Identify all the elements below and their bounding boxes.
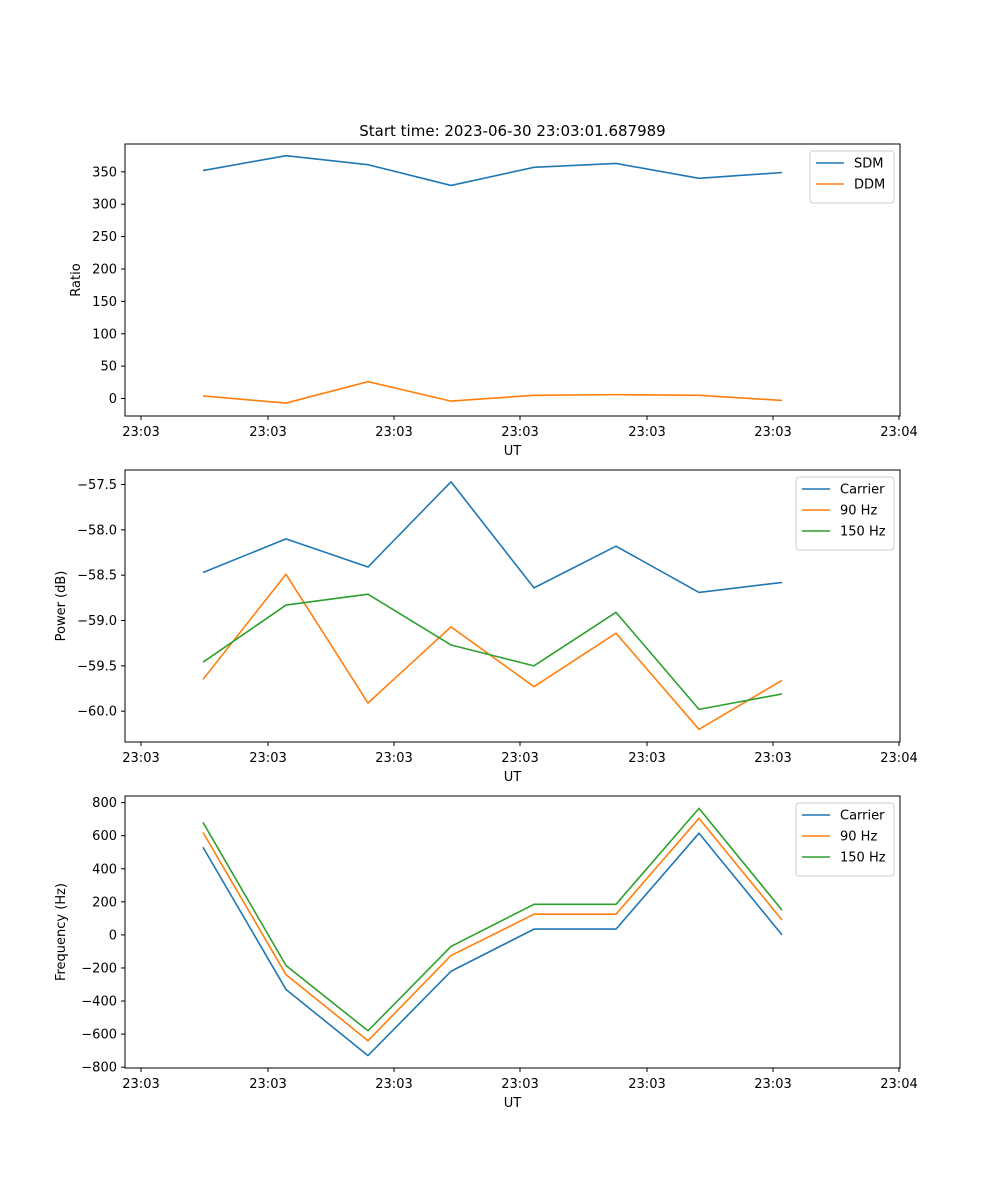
x-tick-label: 23:03 bbox=[754, 425, 791, 440]
series-line-carrier bbox=[202, 480, 783, 594]
y-tick-label: 0 bbox=[109, 928, 117, 943]
x-tick-label: 23:03 bbox=[754, 1077, 791, 1092]
x-tick-label: 23:03 bbox=[249, 425, 286, 440]
legend-box bbox=[809, 150, 895, 204]
y-tick-label: 250 bbox=[92, 230, 117, 245]
y-tick-label: −59.0 bbox=[77, 614, 117, 629]
y-tick-label: 350 bbox=[92, 165, 117, 180]
y-axis-label: Power (dB) bbox=[54, 571, 69, 642]
series-line-150-hz bbox=[202, 807, 783, 1032]
y-tick-label: −800 bbox=[81, 1061, 117, 1076]
chart-title: Start time: 2023-06-30 23:03:01.687989 bbox=[359, 122, 665, 140]
x-tick-label: 23:03 bbox=[375, 751, 412, 766]
x-tick-label: 23:03 bbox=[375, 425, 412, 440]
axes-frame bbox=[124, 143, 901, 417]
legend: Carrier 90 Hz 150 Hz bbox=[795, 476, 895, 551]
series-line-150-hz bbox=[202, 593, 783, 711]
series-line-sdm bbox=[202, 154, 783, 187]
y-axis-label: Ratio bbox=[69, 263, 84, 296]
axes-frame bbox=[124, 795, 901, 1069]
series-line-90-hz bbox=[202, 817, 783, 1042]
x-axis-label: UT bbox=[504, 444, 522, 459]
x-axis-label: UT bbox=[504, 1096, 522, 1111]
y-tick-label: 200 bbox=[92, 262, 117, 277]
x-tick-label: 23:03 bbox=[249, 1077, 286, 1092]
subplot-3: 23:03 23:03 23:03 23:03 23:03 23:03 23:04 −800 −… bbox=[54, 795, 918, 1111]
legend-label: 90 Hz bbox=[840, 504, 877, 519]
x-tick-label: 23:03 bbox=[375, 1077, 412, 1092]
y-tick-label: 800 bbox=[92, 796, 117, 811]
y-tick-label: −59.5 bbox=[77, 659, 117, 674]
y-tick-label: −600 bbox=[81, 1028, 117, 1043]
y-tick-label: −400 bbox=[81, 995, 117, 1010]
x-tick-label: 23:03 bbox=[501, 751, 538, 766]
series-line-90-hz bbox=[202, 573, 783, 731]
x-axis-label: UT bbox=[504, 770, 522, 785]
y-tick-label: −60.0 bbox=[77, 705, 117, 720]
x-tick-label: 23:03 bbox=[628, 425, 665, 440]
legend-label: Carrier bbox=[840, 483, 885, 498]
x-tick-label: 23:04 bbox=[880, 751, 917, 766]
axes-frame bbox=[124, 469, 901, 743]
legend-label: Carrier bbox=[840, 809, 885, 824]
y-tick-label: −58.5 bbox=[77, 569, 117, 584]
legend-label: 150 Hz bbox=[840, 525, 886, 540]
legend: Carrier 90 Hz 150 Hz bbox=[795, 802, 895, 877]
y-axis-label: Frequency (Hz) bbox=[54, 883, 69, 981]
x-tick-label: 23:03 bbox=[122, 751, 159, 766]
x-tick-label: 23:03 bbox=[754, 751, 791, 766]
legend: SDM DDM bbox=[809, 150, 895, 204]
series-line-ddm bbox=[202, 380, 783, 404]
y-tick-label: 50 bbox=[100, 360, 117, 375]
y-tick-label: 100 bbox=[92, 327, 117, 342]
x-tick-label: 23:03 bbox=[628, 751, 665, 766]
series-line-carrier bbox=[202, 832, 783, 1057]
legend-label: DDM bbox=[854, 178, 885, 193]
x-tick-label: 23:04 bbox=[880, 1077, 917, 1092]
x-tick-label: 23:04 bbox=[880, 425, 917, 440]
legend-label: 90 Hz bbox=[840, 830, 877, 845]
x-tick-label: 23:03 bbox=[122, 425, 159, 440]
y-tick-label: 600 bbox=[92, 829, 117, 844]
y-tick-label: 200 bbox=[92, 895, 117, 910]
y-tick-label: 300 bbox=[92, 198, 117, 213]
x-tick-label: 23:03 bbox=[122, 1077, 159, 1092]
y-tick-label: −200 bbox=[81, 961, 117, 976]
subplot-1: 23:03 23:03 23:03 23:03 23:03 23:03 23:04 0 50 10… bbox=[69, 143, 918, 459]
x-tick-label: 23:03 bbox=[628, 1077, 665, 1092]
legend-label: 150 Hz bbox=[840, 851, 886, 866]
y-tick-label: 0 bbox=[109, 392, 117, 407]
y-tick-label: −57.5 bbox=[77, 478, 117, 493]
subplot-2: 23:03 23:03 23:03 23:03 23:03 23:03 23:04 −60.0… bbox=[54, 469, 918, 785]
x-tick-label: 23:03 bbox=[249, 751, 286, 766]
y-tick-label: −58.0 bbox=[77, 523, 117, 538]
plots: 23:03 23:03 23:03 23:03 23:03 23:03 23:04 0 50 10… bbox=[54, 143, 918, 1111]
x-tick-label: 23:03 bbox=[501, 425, 538, 440]
y-tick-label: 400 bbox=[92, 862, 117, 877]
y-tick-label: 150 bbox=[92, 295, 117, 310]
legend-label: SDM bbox=[854, 157, 883, 172]
x-tick-label: 23:03 bbox=[501, 1077, 538, 1092]
